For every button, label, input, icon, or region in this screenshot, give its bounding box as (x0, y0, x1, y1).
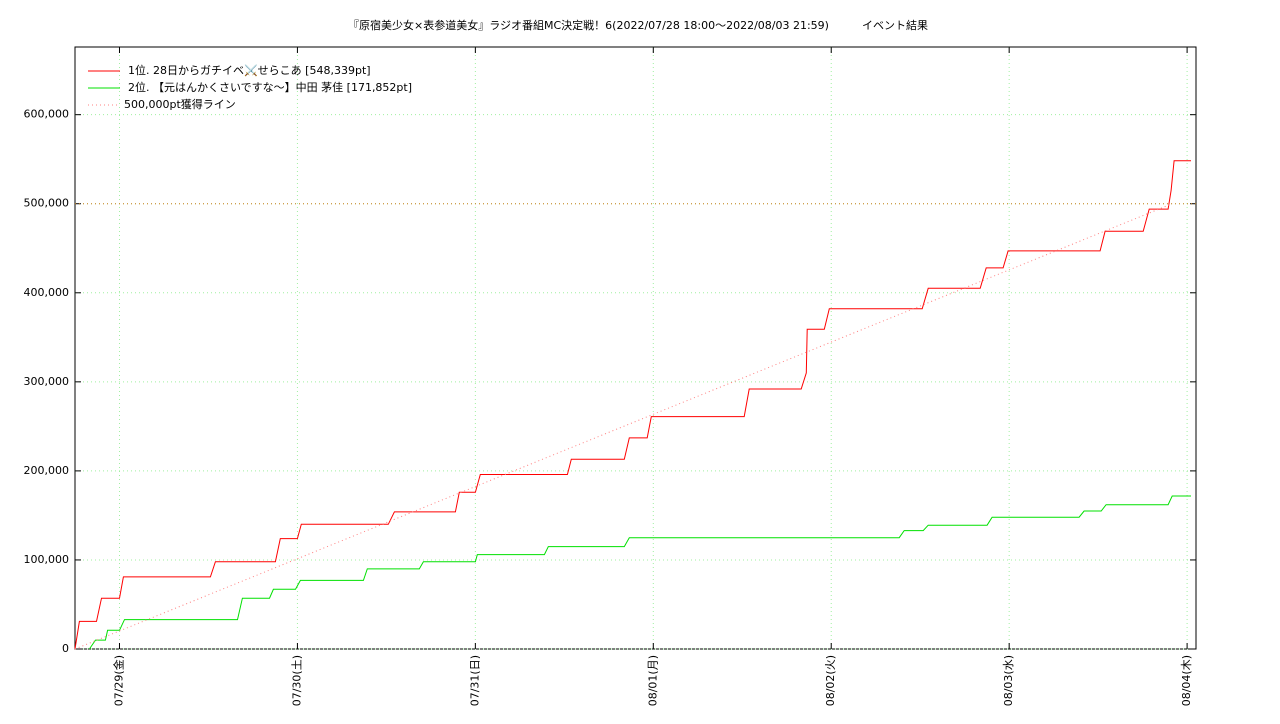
y-tick-label: 0 (62, 642, 69, 655)
x-tick-label: 08/01(月) (646, 655, 659, 706)
x-tick-label: 08/04(木) (1180, 655, 1193, 706)
x-tick-label: 07/29(金) (111, 655, 125, 706)
plot-frame (74, 46, 1197, 650)
series-line (74, 160, 1191, 650)
series-line (88, 495, 1191, 650)
legend-label: 500,000pt獲得ライン (124, 98, 236, 111)
y-tick-label: 300,000 (24, 375, 70, 388)
x-tick-label: 08/03(水) (1002, 655, 1015, 706)
series-line (74, 203, 1173, 650)
x-tick-label: 07/30(土) (290, 655, 303, 706)
y-tick-label: 500,000 (24, 197, 70, 210)
y-tick-label: 600,000 (24, 108, 70, 121)
y-tick-label: 100,000 (24, 553, 70, 566)
legend-label: 1位. 28日からガチイベ⚔️せらこあ [548,339pt] (128, 63, 371, 77)
x-tick-label: 08/02(火) (824, 655, 837, 706)
y-tick-label: 200,000 (24, 464, 70, 477)
legend-label: 2位. 【元はんかくさいですな〜】中田 茅佳 [171,852pt] (128, 80, 412, 94)
y-tick-label: 400,000 (24, 286, 70, 299)
x-tick-label: 07/31(日) (468, 655, 481, 706)
chart-title: 『原宿美少女×表参道美女』ラジオ番組MC決定戦！6(2022/07/28 18:… (348, 18, 928, 32)
